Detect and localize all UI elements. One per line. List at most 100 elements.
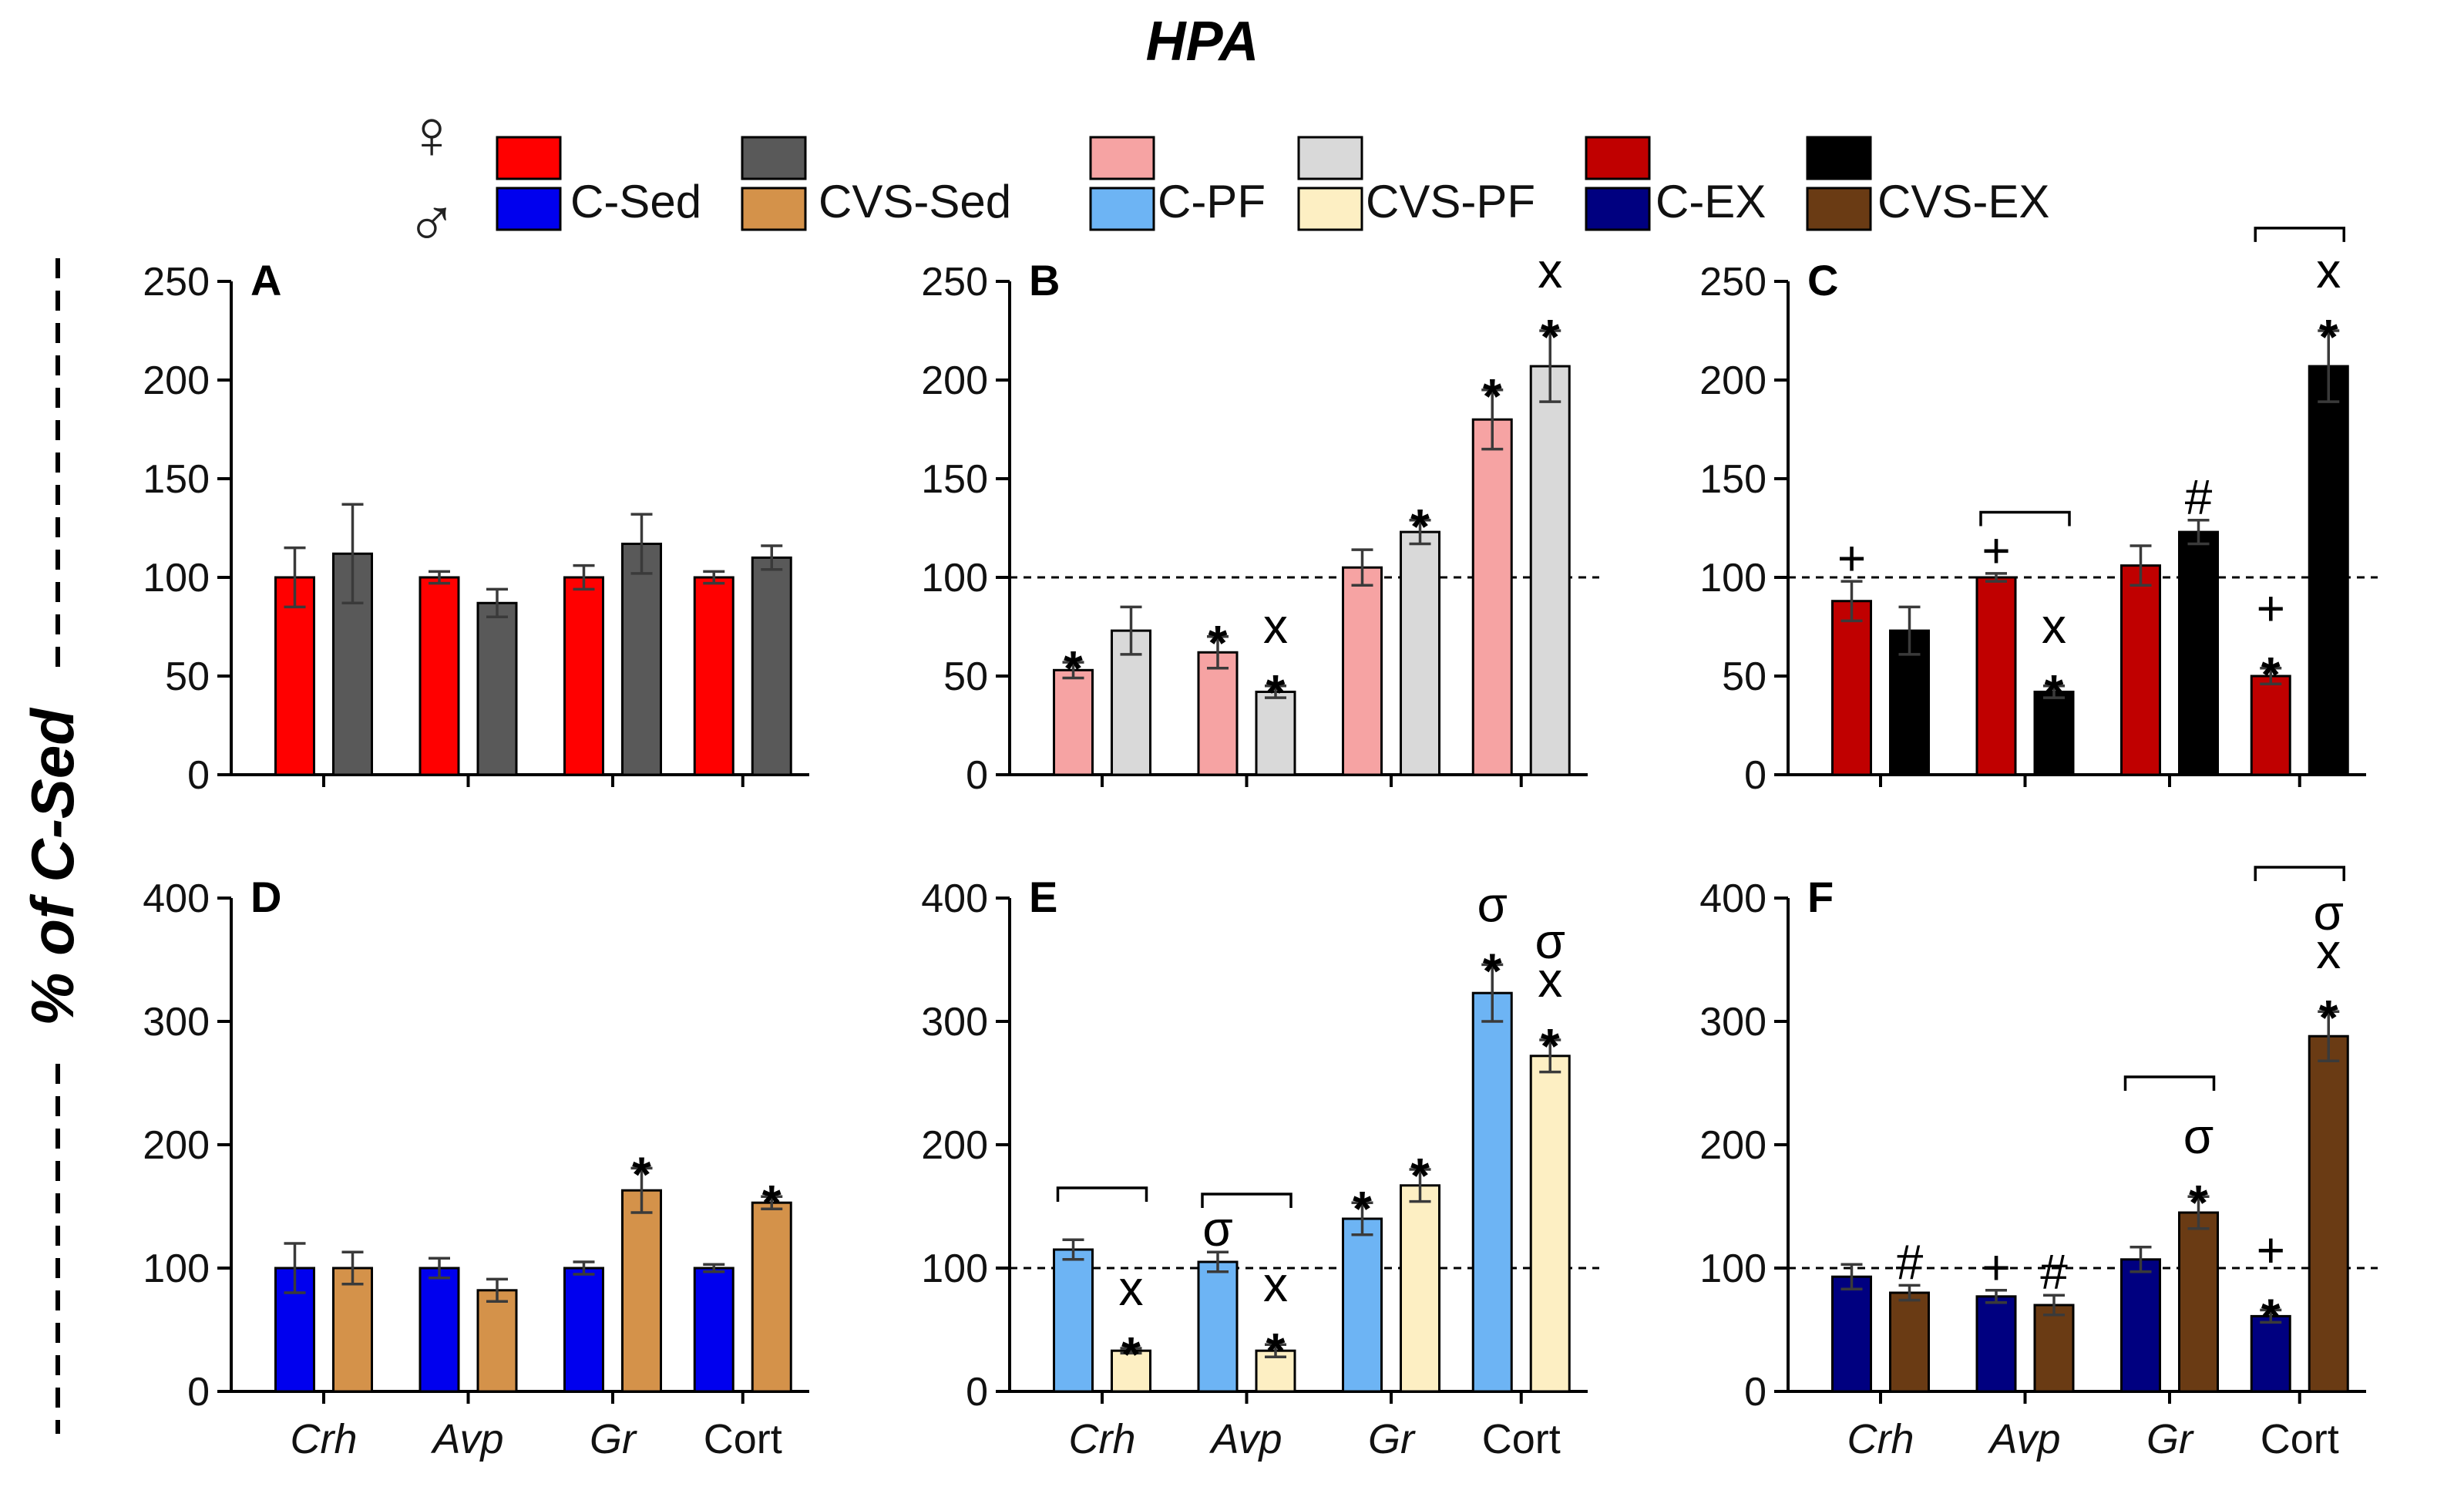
legend-label-c-sed: C-Sed (570, 176, 701, 227)
significance-mark: * (2319, 309, 2338, 365)
bar-cort-c-ex (2250, 1314, 2291, 1393)
bar-avp-cvs-sed (476, 1289, 518, 1393)
legend-swatch-male-cvs-pf (1297, 187, 1363, 231)
x-tick-label-avp: Avp (1987, 1416, 2060, 1462)
significance-mark: * (2189, 1175, 2208, 1230)
bar-crh-c-pf (1053, 668, 1094, 776)
significance-mark: x (2316, 923, 2341, 979)
y-tick-label: 200 (143, 358, 210, 403)
y-tick-label: 100 (143, 1246, 210, 1291)
significance-mark: x (1538, 243, 1562, 298)
significance-mark: # (1896, 1234, 1924, 1290)
legend-label-cvs-pf: CVS-PF (1366, 176, 1535, 227)
bar-avp-cvs-pf (1255, 690, 1296, 776)
significance-mark: σ (1535, 913, 1566, 969)
bar-gr-cvs-pf (1400, 1184, 1440, 1393)
bar-avp-cvs-ex (2033, 1304, 2075, 1393)
bar-cort-cvs-sed (751, 556, 792, 776)
significance-mark: x (2042, 598, 2066, 654)
significance-mark: + (2257, 1222, 2285, 1277)
significance-mark: + (1837, 530, 1866, 586)
y-tick-label: 300 (921, 1000, 988, 1045)
legend-label-cvs-ex: CVS-EX (1877, 176, 2049, 227)
significance-mark: * (1266, 1323, 1286, 1378)
y-tick-label: 100 (1699, 556, 1766, 601)
significance-mark: x (1263, 598, 1288, 654)
panels: 0 50 100 150 200 250 A 0 50 100 150 200 250 B * * * x * * * x… (143, 227, 2378, 1462)
comparison-bracket (2254, 227, 2345, 242)
bar-gr-c-ex (2120, 1258, 2161, 1393)
y-tick-label: 200 (921, 1123, 988, 1168)
significance-mark: # (2040, 1244, 2068, 1300)
significance-mark: * (2319, 990, 2338, 1045)
bar-crh-c-pf (1053, 1248, 1094, 1393)
significance-mark: # (2185, 469, 2213, 525)
y-tick-label: 50 (165, 654, 210, 699)
significance-mark: * (1410, 499, 1430, 554)
bar-gr-c-sed (563, 1267, 604, 1393)
significance-mark: * (1410, 1148, 1430, 1203)
significance-mark: σ (1477, 876, 1508, 932)
bar-crh-cvs-ex (1889, 1291, 1930, 1393)
bar-gr-c-ex (2120, 564, 2161, 776)
y-tick-label: 0 (187, 1370, 210, 1415)
significance-mark: * (1541, 1018, 1560, 1074)
y-tick-label: 100 (143, 556, 210, 601)
y-tick-label: 400 (921, 876, 988, 921)
significance-mark: * (1064, 641, 1083, 696)
bar-gr-c-pf (1342, 1217, 1383, 1393)
panel-c: 0 50 100 150 200 250 C + + * x # * + * x (1699, 227, 2378, 798)
significance-mark: * (632, 1146, 651, 1202)
y-tick-label: 200 (143, 1123, 210, 1168)
bar-gr-c-pf (1342, 566, 1383, 776)
x-tick-label-gr: Gr (2146, 1416, 2194, 1462)
y-axis-label: % of C-Sed (18, 708, 86, 1026)
x-tick-label-crh: Crh (290, 1416, 357, 1462)
legend: ♀ ♂ C-Sed CVS-Sed C-PF CVS-PF C-EX CVS-EX (405, 96, 2049, 262)
bar-avp-c-sed (419, 1267, 460, 1393)
significance-mark: σ (2183, 1109, 2214, 1164)
bar-gr-cvs-pf (1400, 530, 1440, 776)
bar-cort-cvs-pf (1529, 365, 1571, 776)
y-tick-label: 250 (921, 260, 988, 304)
legend-swatch-male-c-sed (496, 187, 562, 231)
bar-avp-c-pf (1197, 1260, 1239, 1393)
legend-swatch-male-c-ex (1585, 187, 1651, 231)
legend-swatch-male-cvs-sed (741, 187, 807, 231)
y-tick-label: 0 (966, 1370, 988, 1415)
bar-avp-cvs-sed (476, 601, 518, 776)
bar-cort-c-pf (1471, 991, 1513, 1393)
x-tick-label-gr: Gr (590, 1416, 637, 1462)
legend-label-c-ex: C-EX (1656, 176, 1766, 227)
legend-label-c-pf: C-PF (1158, 176, 1266, 227)
y-tick-label: 150 (921, 457, 988, 502)
bar-gr-cvs-ex (2178, 1211, 2219, 1393)
bar-gr-c-sed (563, 576, 604, 776)
y-tick-label: 250 (1699, 260, 1766, 304)
y-tick-label: 250 (143, 260, 210, 304)
x-tick-label-cort: Cort (1482, 1416, 1561, 1462)
bar-crh-cvs-pf (1111, 1349, 1151, 1393)
comparison-bracket (1979, 510, 2071, 527)
y-tick-label: 0 (966, 753, 988, 798)
female-symbol: ♀ (405, 96, 458, 173)
bar-cort-cvs-pf (1529, 1055, 1571, 1393)
bar-cort-c-pf (1471, 418, 1513, 776)
figure-title: HPA (1146, 11, 1259, 72)
bar-avp-c-sed (419, 576, 460, 776)
significance-mark: * (1208, 615, 1228, 671)
x-tick-label-gr: Gr (1368, 1416, 1416, 1462)
y-tick-label: 100 (1699, 1246, 1766, 1291)
bar-gr-cvs-sed (621, 1189, 662, 1393)
x-tick-label-avp: Avp (430, 1416, 503, 1462)
y-tick-label: 400 (143, 876, 210, 921)
bar-cort-cvs-sed (751, 1201, 792, 1393)
panel-b: 0 50 100 150 200 250 B * * * x * * * x (921, 243, 1599, 798)
x-tick-label-crh: Crh (1847, 1416, 1914, 1462)
significance-mark: σ (2314, 885, 2345, 940)
y-tick-label: 0 (1744, 753, 1766, 798)
comparison-bracket (2254, 866, 2345, 881)
y-tick-label: 50 (1722, 654, 1766, 699)
